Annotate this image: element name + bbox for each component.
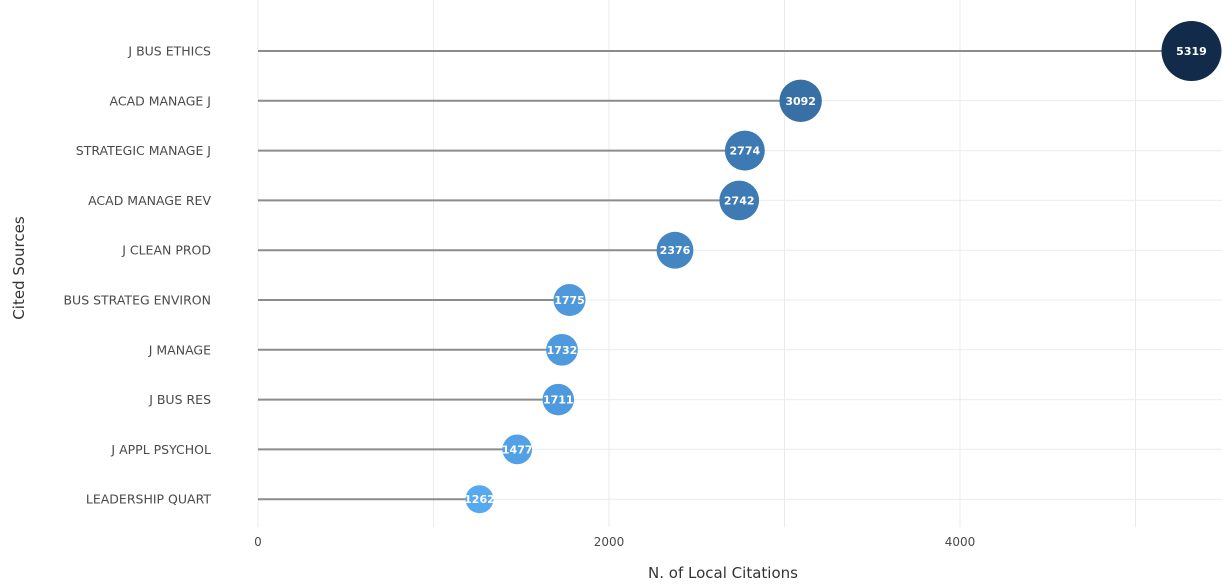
data-point bbox=[656, 231, 694, 269]
x-tick-labels: 0 2000 4000 bbox=[254, 535, 975, 549]
data-label: 1262 bbox=[464, 493, 495, 506]
data-point bbox=[1161, 21, 1222, 81]
data-point bbox=[719, 180, 760, 221]
data-point bbox=[553, 283, 586, 317]
data-label: 2742 bbox=[724, 194, 755, 207]
y-category-label: BUS STRATEG ENVIRON bbox=[63, 293, 211, 308]
y-category-label: LEADERSHIP QUART bbox=[86, 492, 211, 507]
data-label: 2376 bbox=[660, 244, 691, 257]
y-category-label: J CLEAN PROD bbox=[121, 243, 211, 258]
grid-lines bbox=[257, 0, 1222, 527]
x-tick-label: 4000 bbox=[945, 535, 976, 549]
y-category-label: J BUS RES bbox=[148, 392, 211, 407]
data-label: 5319 bbox=[1176, 45, 1207, 58]
y-axis-title: Cited Sources bbox=[10, 216, 28, 320]
category-labels: J BUS ETHICS ACAD MANAGE J STRATEGIC MANAG… bbox=[63, 44, 211, 507]
x-tick-label: 2000 bbox=[594, 535, 625, 549]
y-category-label: ACAD MANAGE J bbox=[110, 93, 211, 108]
points: 5319 3092 2774 2742 2376 1775 1732 1711 1477 1262 bbox=[464, 21, 1222, 514]
data-point bbox=[542, 383, 575, 416]
data-point bbox=[502, 434, 533, 465]
y-category-label: J MANAGE bbox=[148, 342, 211, 357]
data-label: 2774 bbox=[730, 145, 761, 158]
x-axis-title: N. of Local Citations bbox=[648, 564, 798, 582]
y-category-label: STRATEGIC MANAGE J bbox=[76, 143, 211, 158]
stems bbox=[258, 50, 1192, 501]
data-label: 1732 bbox=[547, 344, 578, 357]
x-tick-label: 0 bbox=[254, 535, 262, 549]
y-category-label: ACAD MANAGE REV bbox=[88, 193, 211, 208]
data-label: 3092 bbox=[785, 95, 816, 108]
data-label: 1477 bbox=[502, 443, 533, 456]
data-point bbox=[779, 79, 822, 123]
data-point bbox=[546, 333, 578, 366]
data-label: 1775 bbox=[554, 294, 585, 307]
data-label: 1711 bbox=[543, 394, 574, 407]
y-category-label: J BUS ETHICS bbox=[127, 44, 211, 59]
data-point bbox=[724, 130, 765, 171]
y-category-label: J APPL PSYCHOL bbox=[110, 442, 211, 457]
data-point bbox=[465, 485, 494, 514]
